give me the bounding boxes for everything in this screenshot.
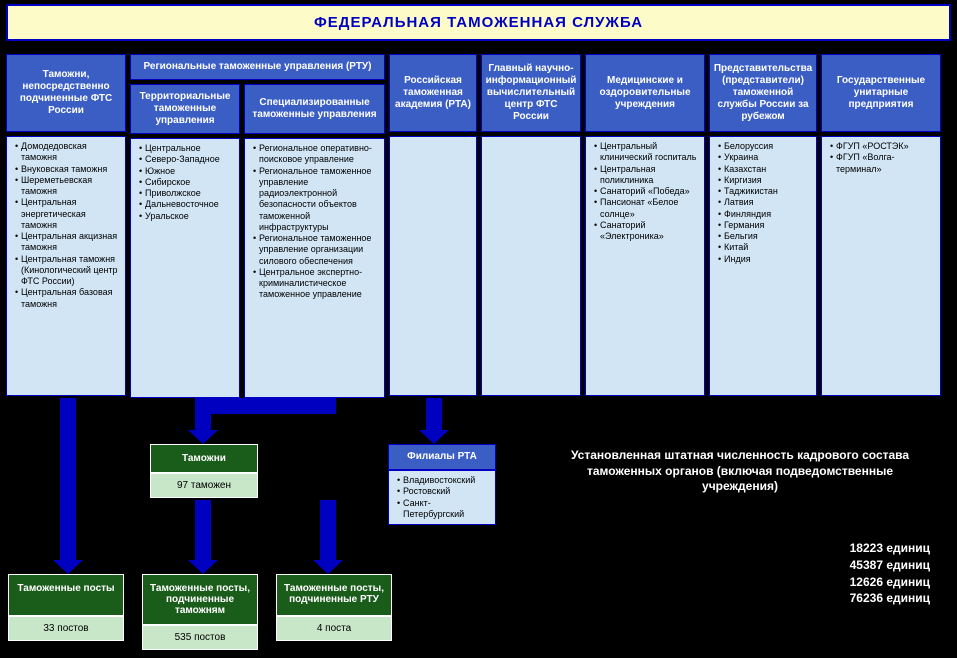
col3-empty <box>389 136 477 396</box>
col7-list: ФГУП «РОСТЭК»ФГУП «Волга-терминал» <box>821 136 941 396</box>
col1-head: Таможни, непосредственно подчиненные ФТС… <box>6 54 126 132</box>
box-posts3-head: Таможенные посты, подчиненные РТУ <box>276 574 392 616</box>
list-item: Санаторий «Победа» <box>594 186 700 197</box>
list-item: Уральское <box>139 211 235 222</box>
list-item: Пансионат «Белое солнце» <box>594 197 700 220</box>
box-posts2-head: Таможенные посты, подчиненные таможням <box>142 574 258 625</box>
list-item: Центральная энергетическая таможня <box>15 197 121 231</box>
col5-head: Медицинские и оздоровительные учреждения <box>585 54 705 132</box>
col4-head: Главный научно-информационный вычислител… <box>481 54 581 132</box>
col1-list: Домодедовская таможняВнуковская таможняШ… <box>6 136 126 396</box>
list-item: Германия <box>718 220 812 231</box>
list-item: Ростовский <box>397 486 491 497</box>
list-item: Центральное экспертно-криминалистическое… <box>253 267 380 301</box>
box-posts3-val: 4 поста <box>276 616 392 641</box>
list-item: Бельгия <box>718 231 812 242</box>
list-item: Белоруссия <box>718 141 812 152</box>
col2-sub2-list: Региональное оперативно-поисковое управл… <box>244 138 385 398</box>
list-item: Индия <box>718 254 812 265</box>
list-item: Китай <box>718 242 812 253</box>
list-item: ФГУП «РОСТЭК» <box>830 141 936 152</box>
figure-line: 45387 единиц <box>760 557 930 574</box>
list-item: Дальневосточное <box>139 199 235 210</box>
box-customs-head: Таможни <box>150 444 258 473</box>
list-item: Санаторий «Электроника» <box>594 220 700 243</box>
col4-empty <box>481 136 581 396</box>
figure-line: 12626 единиц <box>760 574 930 591</box>
list-item: Латвия <box>718 197 812 208</box>
list-item: Украина <box>718 152 812 163</box>
figure-line: 18223 единиц <box>760 540 930 557</box>
col6-list: БелоруссияУкраинаКазахстанКиргизияТаджик… <box>709 136 817 396</box>
list-item: Внуковская таможня <box>15 164 121 175</box>
box-posts1: Таможенные посты 33 постов <box>8 574 124 641</box>
col2-sub1-head: Территориальные таможенные управления <box>130 84 240 134</box>
list-item: Региональное таможенное управление орган… <box>253 233 380 267</box>
col2-sub1-list: ЦентральноеСеверо-ЗападноеЮжноеСибирское… <box>130 138 240 398</box>
box-branches-list: ВладивостокскийРостовскийСанкт-Петербург… <box>388 470 496 525</box>
list-item: Центральная поликлиника <box>594 164 700 187</box>
main-row: Таможни, непосредственно подчиненные ФТС… <box>6 54 951 398</box>
arrow-col1-posts <box>60 398 76 560</box>
col-med: Медицинские и оздоровительные учреждения… <box>585 54 705 398</box>
box-posts3: Таможенные посты, подчиненные РТУ 4 пост… <box>276 574 392 641</box>
list-item: ФГУП «Волга-терминал» <box>830 152 936 175</box>
box-posts1-head: Таможенные посты <box>8 574 124 616</box>
list-item: Приволжское <box>139 188 235 199</box>
summary-text: Установленная штатная численность кадров… <box>560 448 920 495</box>
arrow-rtu-posts <box>320 500 336 560</box>
list-item: Домодедовская таможня <box>15 141 121 164</box>
list-item: Санкт-Петербургский <box>397 498 491 521</box>
root-box: ФЕДЕРАЛЬНАЯ ТАМОЖЕННАЯ СЛУЖБА <box>6 4 951 41</box>
col-rtu: Региональные таможенные управления (РТУ)… <box>130 54 385 398</box>
list-item: Казахстан <box>718 164 812 175</box>
col7-head: Государственные унитарные предприятия <box>821 54 941 132</box>
list-item: Центральная базовая таможня <box>15 287 121 310</box>
list-item: Центральная таможня (Кинологический цент… <box>15 254 121 288</box>
col2-sub2-head: Специализированные таможенные управления <box>244 84 385 134</box>
list-item: Южное <box>139 166 235 177</box>
col-rta: Российская таможенная академия (РТА) <box>389 54 477 398</box>
list-item: Шереметьевская таможня <box>15 175 121 198</box>
list-item: Центральное <box>139 143 235 154</box>
root-title: ФЕДЕРАЛЬНАЯ ТАМОЖЕННАЯ СЛУЖБА <box>8 6 949 39</box>
col-gup: Государственные унитарные предприятия ФГ… <box>821 54 941 398</box>
box-posts1-val: 33 постов <box>8 616 124 641</box>
figure-line: 76236 единиц <box>760 590 930 607</box>
list-item: Таджикистан <box>718 186 812 197</box>
list-item: Центральная акцизная таможня <box>15 231 121 254</box>
box-posts2: Таможенные посты, подчиненные таможням 5… <box>142 574 258 650</box>
col-direct-customs: Таможни, непосредственно подчиненные ФТС… <box>6 54 126 398</box>
col6-head: Представительства (представители) таможе… <box>709 54 817 132</box>
figures-list: 18223 единиц45387 единиц12626 единиц7623… <box>760 540 930 607</box>
col3-head: Российская таможенная академия (РТА) <box>389 54 477 132</box>
list-item: Финляндия <box>718 209 812 220</box>
col-reps: Представительства (представители) таможе… <box>709 54 817 398</box>
list-item: Киргизия <box>718 175 812 186</box>
list-item: Центральный клинический госпиталь <box>594 141 700 164</box>
box-branches: Филиалы РТА ВладивостокскийРостовскийСан… <box>388 444 496 525</box>
list-item: Северо-Западное <box>139 154 235 165</box>
list-item: Владивостокский <box>397 475 491 486</box>
col5-list: Центральный клинический госпитальЦентрал… <box>585 136 705 396</box>
list-item: Региональное таможенное управление радио… <box>253 166 380 234</box>
box-branches-head: Филиалы РТА <box>388 444 496 470</box>
col-gnivc: Главный научно-информационный вычислител… <box>481 54 581 398</box>
arrow-rta-branches <box>426 398 442 430</box>
arrow-customs-posts <box>195 500 211 560</box>
list-item: Региональное оперативно-поисковое управл… <box>253 143 380 166</box>
box-customs-val: 97 таможен <box>150 473 258 498</box>
box-customs: Таможни 97 таможен <box>150 444 258 498</box>
list-item: Сибирское <box>139 177 235 188</box>
connector-rtu <box>195 398 336 414</box>
col2-head: Региональные таможенные управления (РТУ) <box>130 54 385 80</box>
box-posts2-val: 535 постов <box>142 625 258 650</box>
